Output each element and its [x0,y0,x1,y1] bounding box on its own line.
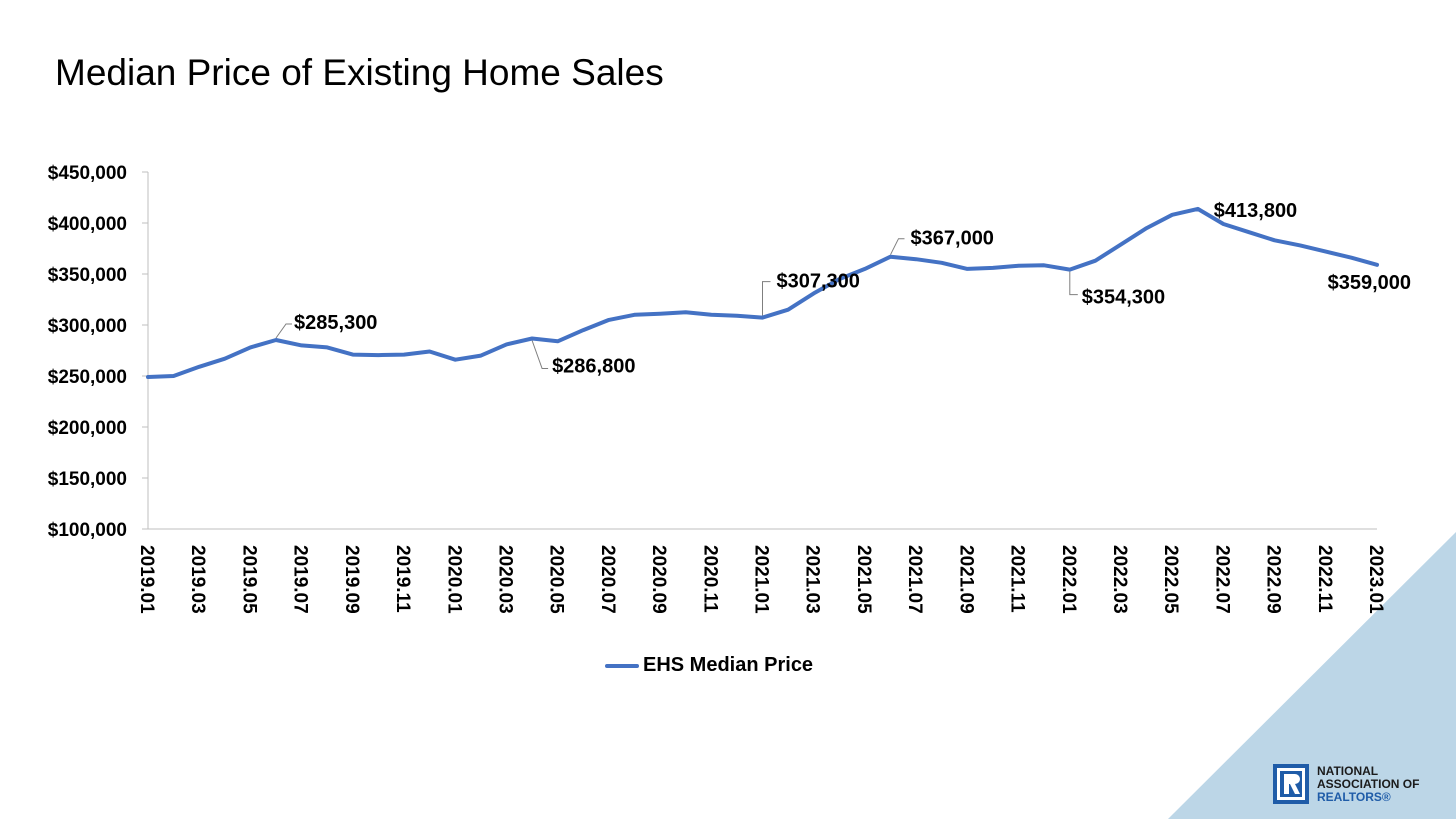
data-label: $286,800 [552,355,635,377]
x-tick-label: 2022.03 [1109,545,1130,614]
x-tick-label: 2020.05 [546,545,567,614]
x-tick-label: 2022.05 [1160,545,1181,614]
y-tick-label: $250,000 [48,367,127,388]
y-tick-label: $100,000 [48,520,127,541]
x-tick-label: 2020.07 [597,545,618,614]
logo-wordmark: NATIONAL ASSOCIATION OF REALTORS® [1317,763,1420,804]
x-tick-label: 2021.05 [853,545,874,614]
logo-line-2: ASSOCIATION OF [1317,776,1420,791]
data-label: $285,300 [294,312,377,334]
annotation-leaders [275,238,1078,369]
data-label: $367,000 [911,228,994,250]
data-label: $307,300 [777,271,860,293]
x-tick-label: 2022.09 [1263,545,1284,614]
data-label: $359,000 [1328,272,1411,294]
y-tick-label: $350,000 [48,265,127,286]
y-axis-labels: $100,000 $150,000 $200,000 $250,000 $300,000… [48,163,127,541]
realtor-r-logo-icon [1273,764,1309,804]
x-tick-label: 2020.09 [648,545,669,614]
legend-swatch [605,663,639,668]
x-tick-label: 2020.03 [494,545,515,614]
y-tick-label: $450,000 [48,163,127,184]
x-tick-label: 2021.11 [1007,545,1028,613]
x-tick-label: 2022.11 [1314,545,1335,613]
x-tick-label: 2020.01 [443,545,464,614]
corner-decoration [1168,532,1456,819]
chart-title: Median Price of Existing Home Sales [55,52,664,93]
legend-label: EHS Median Price [643,654,814,676]
logo-line-1: NATIONAL [1317,763,1379,778]
x-tick-label: 2019.07 [290,545,311,614]
y-tick-label: $200,000 [48,418,127,439]
x-tick-label: 2021.07 [904,545,925,614]
x-tick-label: 2023.01 [1365,545,1386,614]
x-tick-label: 2021.03 [802,545,823,614]
x-axis-labels: 2019.01 2019.03 2019.05 2019.07 2019.09 2019.… [136,545,1386,614]
data-label-leader [762,281,771,316]
y-tick-label: $150,000 [48,469,127,490]
data-label: $413,800 [1214,200,1297,222]
x-tick-label: 2019.03 [187,545,208,614]
data-label-leader [275,323,292,339]
y-tick-label: $300,000 [48,316,127,337]
data-label-leader [890,238,905,255]
y-tick-label: $400,000 [48,214,127,235]
x-tick-label: 2022.07 [1211,545,1232,614]
series-line [146,206,1379,379]
x-tick-label: 2019.09 [341,545,362,614]
data-label: $354,300 [1082,287,1165,309]
x-tick-label: 2021.09 [955,545,976,614]
legend: EHS Median Price [605,654,813,677]
data-labels: $285,300 $286,800 $307,300 $367,000 $354,300… [294,200,1411,378]
x-tick-label: 2022.01 [1058,545,1079,614]
x-tick-label: 2020.11 [699,545,720,613]
series-group [146,206,1379,379]
x-tick-label: 2021.01 [751,545,772,614]
x-tick-label: 2019.05 [238,545,259,614]
x-tick-label: 2019.01 [136,545,157,614]
logo-line-3: REALTORS® [1317,789,1391,804]
data-label-leader [1069,271,1078,296]
data-label-leader [531,340,549,369]
realtor-logo: NATIONAL ASSOCIATION OF REALTORS® [1273,764,1419,804]
chart-axes [142,171,1377,530]
x-tick-label: 2019.11 [392,545,413,613]
